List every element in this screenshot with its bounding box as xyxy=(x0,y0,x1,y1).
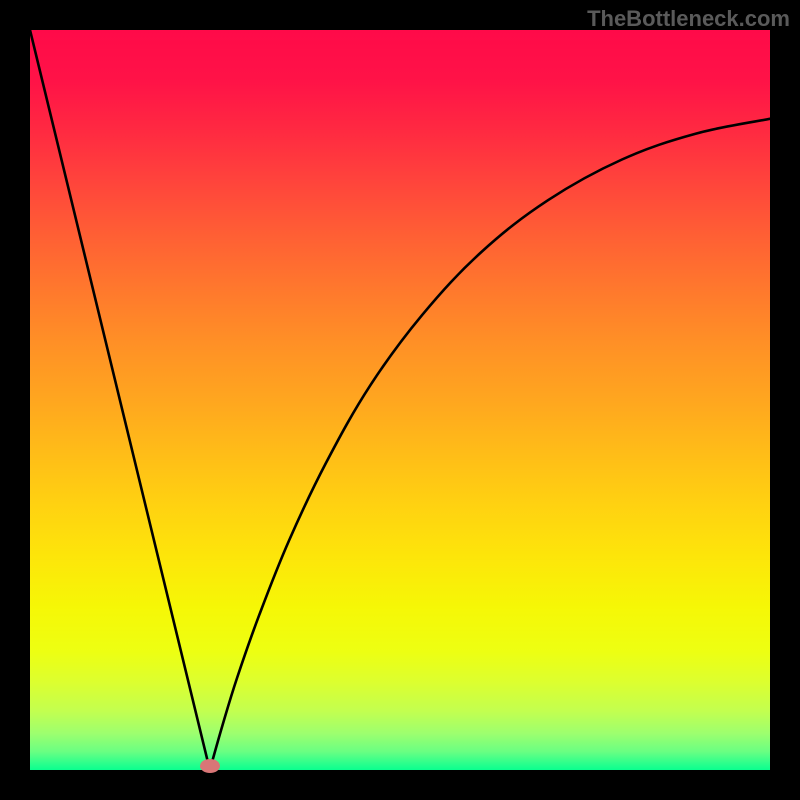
plot-area xyxy=(30,30,770,770)
watermark-text: TheBottleneck.com xyxy=(587,6,790,32)
chart-container: TheBottleneck.com xyxy=(0,0,800,800)
minimum-marker xyxy=(200,759,220,773)
bottleneck-curve xyxy=(30,30,770,770)
